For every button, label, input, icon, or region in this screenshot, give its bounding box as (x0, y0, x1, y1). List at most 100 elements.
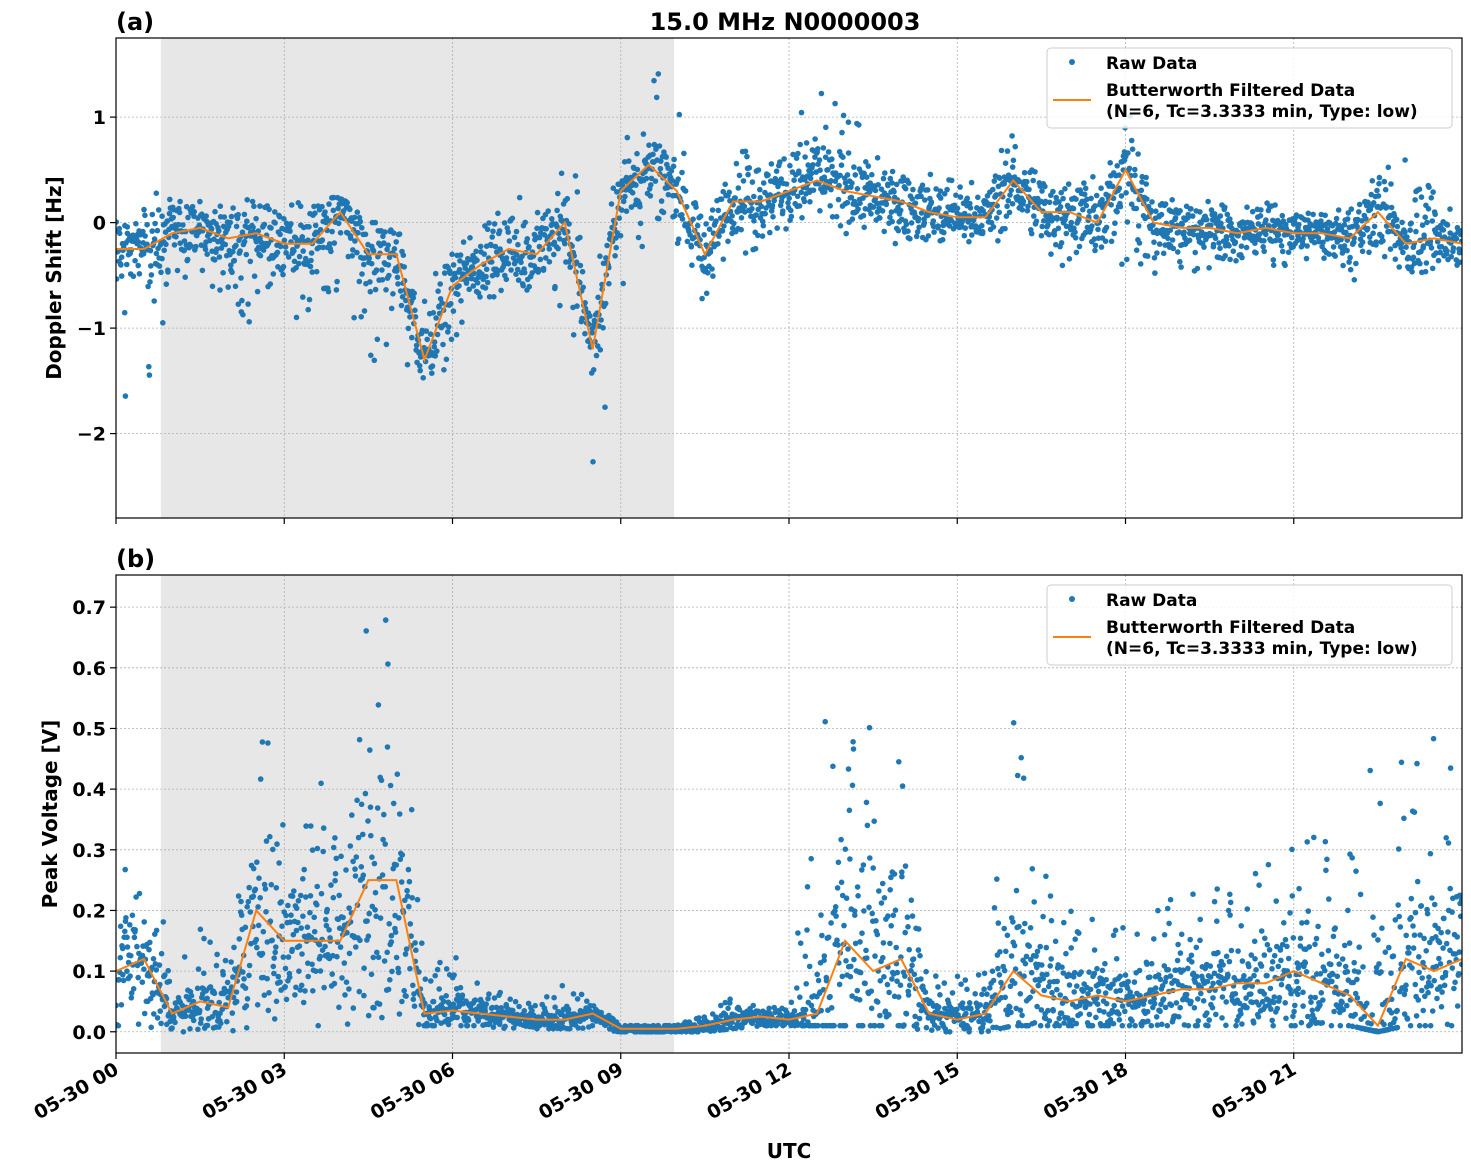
raw-point (146, 973, 153, 979)
raw-point (966, 1000, 973, 1006)
raw-point (1144, 961, 1150, 967)
raw-point (891, 188, 897, 195)
raw-point (1304, 839, 1310, 845)
raw-point (347, 843, 354, 849)
raw-point (941, 229, 947, 236)
filtered-data-line (116, 163, 1462, 364)
raw-point (1222, 253, 1228, 259)
raw-point (1092, 203, 1098, 209)
raw-point (652, 178, 659, 184)
raw-point (1037, 943, 1043, 950)
raw-point (708, 215, 715, 221)
raw-point (750, 1002, 756, 1009)
raw-point (187, 1026, 193, 1032)
raw-point (151, 1011, 157, 1017)
raw-point (863, 947, 869, 954)
raw-point (857, 200, 863, 206)
raw-point (1407, 227, 1413, 233)
raw-point (218, 245, 225, 251)
raw-point (1185, 965, 1191, 972)
raw-point (1188, 952, 1195, 959)
raw-point (1155, 972, 1162, 978)
raw-point (512, 998, 519, 1005)
raw-point (1330, 244, 1337, 250)
raw-point (870, 865, 876, 871)
raw-point (738, 226, 744, 233)
raw-point (355, 230, 361, 236)
raw-point (715, 207, 722, 214)
raw-point (349, 812, 355, 818)
raw-point (589, 330, 595, 336)
raw-point (1164, 1022, 1171, 1029)
raw-point (1249, 983, 1255, 989)
raw-point (257, 895, 264, 901)
raw-point (839, 973, 846, 980)
raw-point (1256, 1002, 1262, 1008)
raw-point (558, 170, 565, 177)
raw-point (272, 949, 279, 956)
raw-point (554, 207, 560, 214)
raw-point (491, 221, 498, 227)
raw-point (880, 940, 887, 946)
raw-point (851, 164, 857, 170)
raw-point (937, 195, 944, 201)
raw-point (941, 980, 948, 986)
raw-point (291, 248, 297, 254)
raw-point (1200, 998, 1207, 1004)
raw-point (236, 936, 243, 942)
raw-point (1244, 204, 1250, 210)
raw-point (881, 974, 887, 980)
raw-point (722, 999, 729, 1006)
raw-point (768, 161, 775, 167)
raw-point (117, 923, 124, 930)
raw-point (1060, 970, 1067, 976)
raw-point (1107, 160, 1113, 166)
raw-point (894, 969, 901, 976)
raw-point (363, 628, 370, 634)
raw-point (1300, 241, 1306, 248)
raw-point (580, 284, 586, 291)
raw-point (424, 336, 431, 343)
raw-point (135, 1021, 142, 1027)
raw-point (829, 214, 836, 220)
raw-point (1005, 1024, 1012, 1030)
raw-point (437, 281, 444, 287)
raw-point (1103, 224, 1110, 231)
raw-point (679, 169, 685, 176)
raw-point (603, 255, 609, 261)
raw-point (1082, 229, 1089, 236)
raw-point (1444, 222, 1451, 228)
raw-point (1408, 220, 1414, 226)
raw-point (350, 247, 356, 253)
raw-point (1213, 1011, 1219, 1018)
raw-point (1185, 1022, 1192, 1029)
raw-point (1151, 936, 1157, 942)
raw-point (1038, 1007, 1045, 1013)
raw-point (181, 247, 188, 254)
raw-point (1193, 944, 1200, 951)
raw-point (467, 256, 473, 263)
raw-point (863, 159, 869, 165)
raw-point (923, 1024, 930, 1031)
raw-point (841, 922, 847, 929)
raw-point (608, 201, 615, 207)
raw-point (1247, 976, 1253, 982)
raw-point (1219, 994, 1226, 1000)
raw-point (361, 308, 368, 314)
raw-point (902, 929, 908, 936)
raw-point (403, 297, 409, 304)
raw-point (972, 991, 978, 997)
raw-point (1295, 965, 1302, 971)
raw-point (344, 199, 351, 206)
raw-point (724, 1020, 731, 1027)
raw-point (1034, 948, 1041, 955)
raw-point (180, 222, 186, 228)
raw-point (1244, 1004, 1250, 1011)
raw-point (160, 320, 166, 326)
panel-label-a: (a) (116, 8, 154, 36)
raw-point (1153, 1014, 1160, 1020)
raw-point (362, 790, 369, 797)
raw-point (1416, 186, 1423, 192)
raw-point (845, 150, 852, 156)
raw-point (821, 953, 828, 959)
